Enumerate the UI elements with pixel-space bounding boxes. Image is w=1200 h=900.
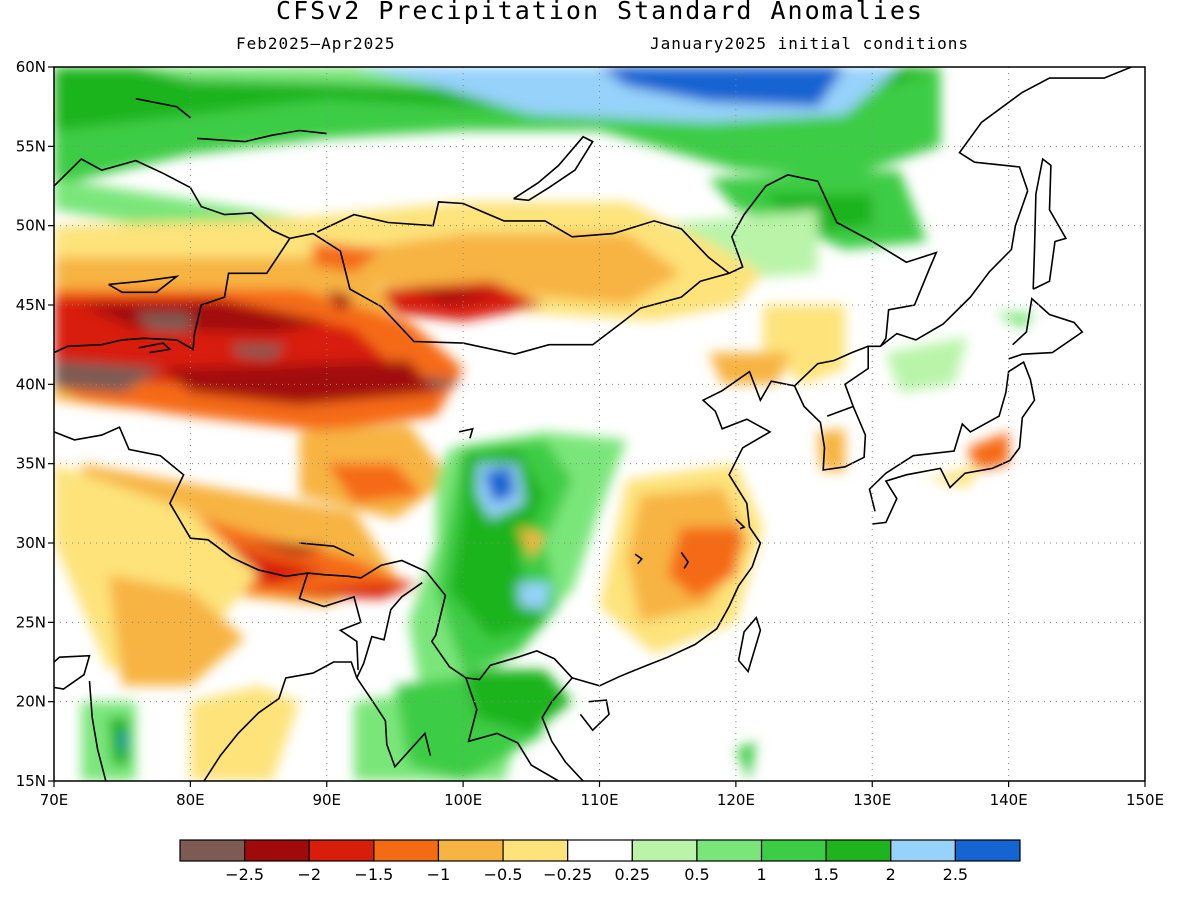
lat-tick-label: 40N: [16, 375, 46, 393]
lon-tick-label: 130E: [853, 791, 891, 809]
colorbar-swatch: [437, 839, 504, 862]
lon-tick-label: 150E: [1126, 791, 1164, 809]
colorbar-swatch: [631, 839, 698, 862]
colorbar-swatch: [890, 839, 956, 862]
lat-tick-label: 35N: [16, 455, 46, 473]
lat-tick-label: 55N: [16, 137, 46, 155]
colorbar-label: 1.5: [813, 865, 838, 884]
colorbar-swatch: [502, 839, 569, 862]
colorbar-label: 1: [756, 865, 766, 884]
lon-tick-label: 90E: [312, 791, 341, 809]
colorbar-label: 0.25: [614, 865, 650, 884]
lat-tick-label: 60N: [16, 58, 46, 76]
lat-tick-label: 15N: [16, 772, 46, 790]
initial-conditions: January2025 initial conditions: [650, 34, 969, 53]
colorbar-swatch: [567, 839, 633, 862]
lon-tick-label: 110E: [580, 791, 618, 809]
colorbar-label: −1.5: [354, 865, 393, 884]
lon-tick-label: 70E: [40, 791, 69, 809]
colorbar-swatch: [373, 839, 440, 862]
lat-tick-label: 45N: [16, 296, 46, 314]
colorbar-label: 2: [886, 865, 896, 884]
lon-tick-label: 120E: [717, 791, 755, 809]
lat-tick-label: 25N: [16, 613, 46, 631]
colorbar-label: −1: [427, 865, 451, 884]
colorbar-label: −2.5: [225, 865, 264, 884]
colorbar-label: −0.25: [543, 865, 592, 884]
colorbar-swatch: [760, 839, 827, 862]
lon-tick-label: 140E: [990, 791, 1028, 809]
lon-tick-label: 80E: [176, 791, 205, 809]
lat-tick-label: 30N: [16, 534, 46, 552]
colorbar-label: −2: [297, 865, 321, 884]
colorbar-label: 0.5: [684, 865, 709, 884]
lon-tick-label: 100E: [444, 791, 482, 809]
forecast-period: Feb2025–Apr2025: [236, 34, 396, 53]
colorbar-swatch: [244, 839, 310, 862]
map-field: [54, 67, 1145, 781]
colorbar-swatch: [954, 839, 1021, 862]
colorbar-swatch: [179, 839, 246, 862]
colorbar-label: 2.5: [943, 865, 968, 884]
map-title: CFSv2 Precipitation Standard Anomalies: [276, 0, 924, 25]
colorbar-label: −0.5: [484, 865, 523, 884]
colorbar-swatch: [825, 839, 892, 862]
colorbar-swatch: [696, 839, 763, 862]
colorbar-swatch: [308, 839, 375, 862]
lat-tick-label: 50N: [16, 217, 46, 235]
lat-tick-label: 20N: [16, 693, 46, 711]
